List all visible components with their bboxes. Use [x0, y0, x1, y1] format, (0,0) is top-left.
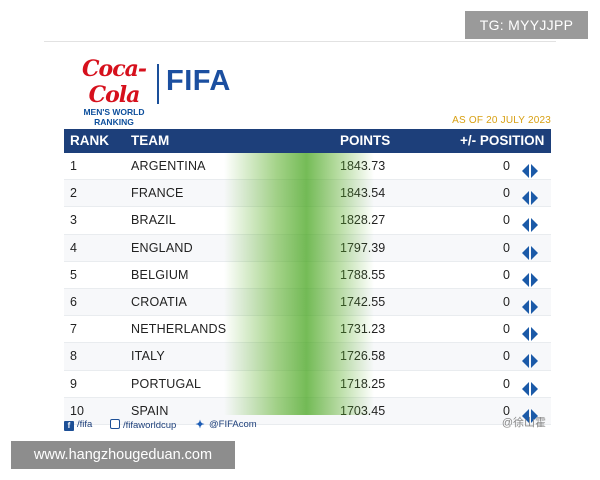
arrows-left-right-icon: [522, 240, 538, 260]
twitter-icon: ✦: [195, 419, 205, 431]
team-cell: ITALY: [131, 349, 165, 364]
points-cell: 1718.25: [340, 376, 386, 391]
rank-cell: 8: [70, 349, 77, 364]
points-cell: 1828.27: [340, 213, 386, 228]
table-row: 7 NETHERLANDS 1731.23 0: [64, 316, 551, 344]
facebook-link[interactable]: f/fifa: [64, 419, 92, 431]
arrows-left-right-icon: [522, 158, 538, 178]
instagram-handle: /fifaworldcup: [123, 420, 177, 431]
arrows-left-right-icon: [522, 348, 538, 369]
rank-cell: 10: [70, 403, 84, 418]
table-header: RANK TEAM POINTS +/- POSITION: [64, 129, 551, 153]
points-cell: 1703.45: [340, 403, 386, 418]
col-rank: RANK: [70, 133, 109, 148]
arrows-left-right-icon: [522, 267, 538, 287]
table-row: 8 ITALY 1726.58 0: [64, 343, 551, 371]
rank-cell: 6: [70, 294, 77, 309]
facebook-handle: /fifa: [77, 419, 93, 430]
team-cell: PORTUGAL: [131, 376, 202, 391]
rank-cell: 9: [70, 376, 77, 391]
rank-cell: 1: [70, 159, 77, 173]
rank-cell: 7: [70, 322, 77, 337]
arrows-left-right-icon: [522, 185, 538, 206]
position-change-cell: 0: [503, 376, 510, 391]
team-cell: CROATIA: [131, 294, 188, 309]
points-cell: 1843.73: [340, 159, 386, 173]
points-cell: 1788.55: [340, 267, 386, 282]
ranking-rows: 1 ARGENTINA 1843.73 0 2 FRANCE 1843.54 0 3 BRAZIL…: [64, 153, 551, 425]
team-cell: ARGENTINA: [131, 159, 206, 173]
instagram-link[interactable]: /fifaworldcup: [110, 419, 176, 431]
team-cell: BRAZIL: [131, 213, 176, 228]
coca-cola-script: Coca-Cola: [82, 56, 147, 108]
ranking-subtitle-line2: RANKING: [94, 116, 134, 127]
as-of-date: AS OF 20 JULY 2023: [452, 115, 551, 126]
arrows-left-right-icon: [522, 376, 538, 396]
position-change-cell: 0: [503, 403, 510, 418]
points-cell: 1731.23: [340, 322, 386, 337]
table-row: 6 CROATIA 1742.55 0: [64, 288, 551, 317]
points-cell: 1843.54: [340, 186, 386, 201]
points-cell: 1742.55: [340, 294, 386, 309]
table-row: 5 BELGIUM 1788.55 0: [64, 261, 551, 289]
coca-cola-logo: Coca-Cola MEN'S WORLD RANKING: [68, 56, 160, 127]
logo-divider: [157, 64, 159, 104]
table-row: 1 ARGENTINA 1843.73 0: [64, 153, 551, 181]
position-change-cell: 0: [503, 159, 510, 173]
position-change-cell: 0: [503, 213, 510, 228]
table-row: 2 FRANCE 1843.54 0: [64, 180, 551, 208]
position-change-cell: 0: [503, 186, 510, 201]
rank-cell: 5: [70, 267, 77, 282]
position-change-cell: 0: [503, 294, 510, 309]
table-row: 9 PORTUGAL 1718.25 0: [64, 370, 551, 398]
table-row: 4 ENGLAND 1797.39 0: [64, 234, 551, 262]
twitter-handle: @FIFAcom: [209, 419, 257, 430]
fifa-logo: FIFA: [166, 65, 231, 97]
col-points: POINTS: [340, 133, 391, 148]
team-cell: ENGLAND: [131, 240, 193, 255]
tg-watermark: TG: MYYJJPP: [465, 11, 588, 39]
team-cell: BELGIUM: [131, 267, 189, 282]
position-change-cell: 0: [503, 240, 510, 255]
position-change-cell: 0: [503, 267, 510, 282]
team-cell: NETHERLANDS: [131, 322, 227, 337]
twitter-link[interactable]: ✦ @FIFAcom: [194, 419, 257, 431]
team-cell: SPAIN: [131, 403, 169, 418]
facebook-icon: f: [64, 421, 74, 431]
site-watermark: www.hangzhougeduan.com: [11, 441, 235, 469]
rank-cell: 2: [70, 186, 77, 201]
table-row: 3 BRAZIL 1828.27 0: [64, 207, 551, 235]
ranking-card: Coca-Cola MEN'S WORLD RANKING FIFA AS OF…: [44, 41, 556, 440]
points-cell: 1797.39: [340, 240, 386, 255]
team-cell: FRANCE: [131, 186, 184, 201]
rank-cell: 3: [70, 213, 77, 228]
ranking-subtitle-line1: MEN'S WORLD: [83, 107, 145, 117]
arrows-left-right-icon: [522, 403, 538, 423]
col-team: TEAM: [131, 133, 170, 148]
position-change-cell: 0: [503, 349, 510, 364]
rank-cell: 4: [70, 240, 77, 255]
arrows-left-right-icon: [522, 212, 538, 233]
instagram-icon: [110, 419, 120, 429]
col-position: +/- POSITION: [460, 133, 545, 148]
arrows-left-right-icon: [522, 294, 538, 314]
author-stamp: @徐山霍: [501, 417, 546, 429]
position-change-cell: 0: [503, 322, 510, 337]
arrows-left-right-icon: [522, 321, 538, 342]
points-cell: 1726.58: [340, 349, 386, 364]
